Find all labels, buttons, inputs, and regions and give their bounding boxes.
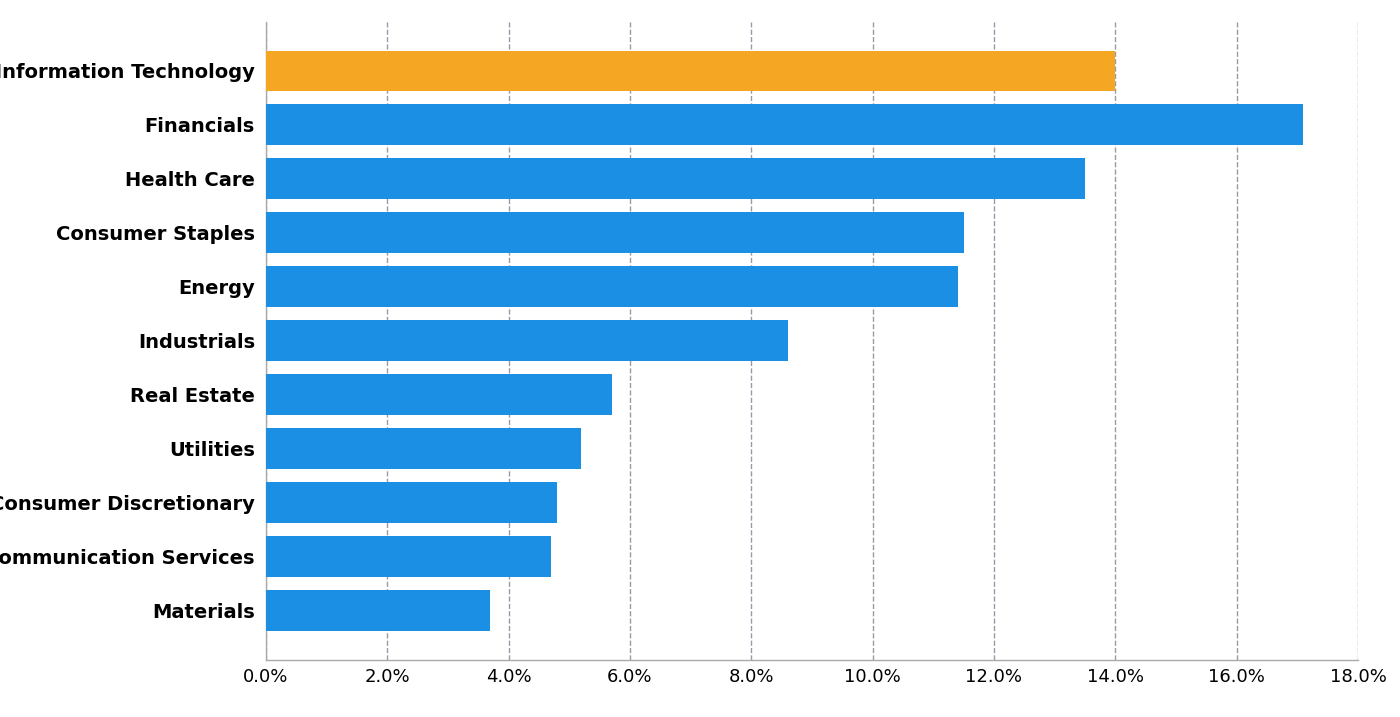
Bar: [266, 590, 490, 631]
Bar: [266, 212, 963, 253]
Bar: [266, 50, 1116, 91]
Bar: [266, 536, 552, 576]
Bar: [266, 483, 557, 523]
Bar: [266, 158, 1085, 199]
Bar: [266, 105, 1303, 145]
Bar: [266, 428, 581, 469]
Bar: [266, 267, 958, 307]
Bar: [266, 320, 788, 361]
Bar: [266, 374, 612, 414]
